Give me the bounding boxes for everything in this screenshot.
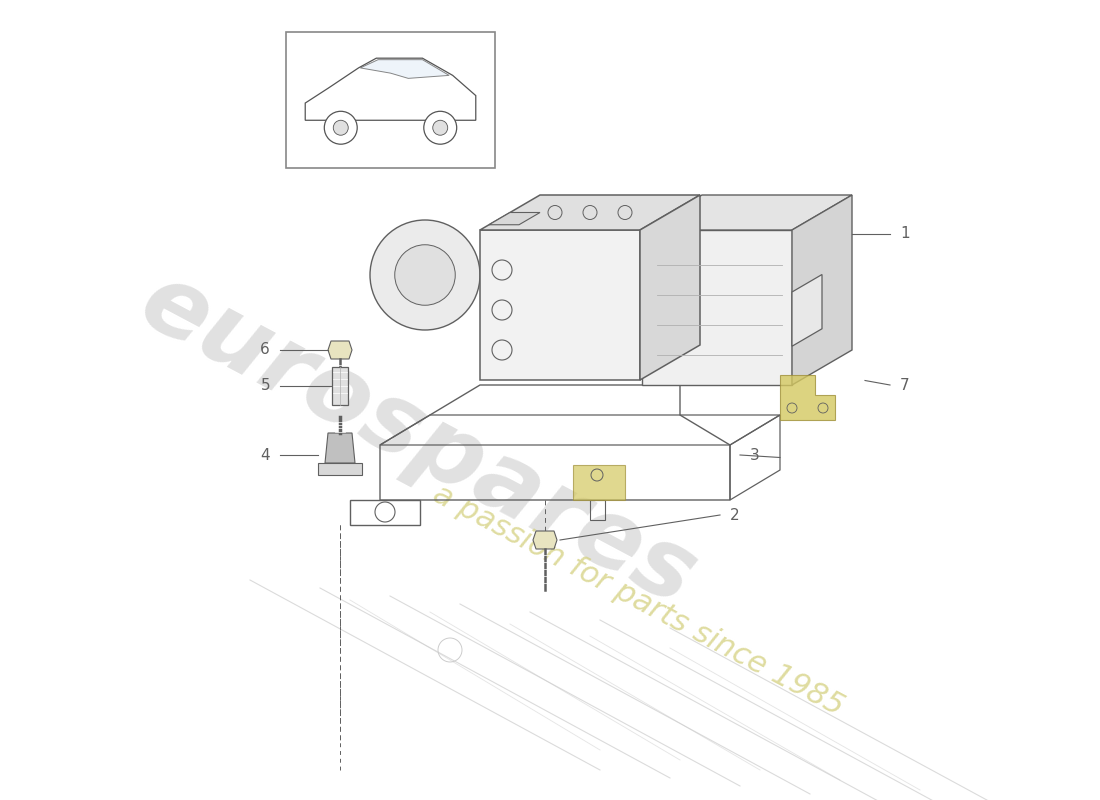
Text: 3: 3 xyxy=(750,447,760,462)
Polygon shape xyxy=(792,195,852,385)
Circle shape xyxy=(370,220,480,330)
Text: 1: 1 xyxy=(900,226,910,242)
Polygon shape xyxy=(328,341,352,359)
Text: 4: 4 xyxy=(261,447,270,462)
Bar xyxy=(286,32,495,168)
Text: 6: 6 xyxy=(261,342,270,358)
Polygon shape xyxy=(534,531,557,549)
Text: eurospares: eurospares xyxy=(124,254,712,626)
Polygon shape xyxy=(361,60,449,78)
Text: 7: 7 xyxy=(900,378,910,393)
Polygon shape xyxy=(480,195,700,230)
Polygon shape xyxy=(572,465,625,500)
Text: 5: 5 xyxy=(261,378,270,394)
Circle shape xyxy=(395,245,455,306)
Circle shape xyxy=(333,120,349,135)
Polygon shape xyxy=(780,375,835,420)
Polygon shape xyxy=(792,274,822,346)
Polygon shape xyxy=(480,230,640,380)
Circle shape xyxy=(432,120,448,135)
Circle shape xyxy=(324,111,358,144)
Polygon shape xyxy=(324,433,355,463)
Text: a passion for parts since 1985: a passion for parts since 1985 xyxy=(428,479,848,721)
Polygon shape xyxy=(332,367,348,405)
Polygon shape xyxy=(490,213,540,225)
Polygon shape xyxy=(642,230,792,385)
Polygon shape xyxy=(640,195,700,380)
Polygon shape xyxy=(318,463,362,475)
Text: 2: 2 xyxy=(730,507,739,522)
Circle shape xyxy=(424,111,456,144)
Polygon shape xyxy=(642,195,852,230)
